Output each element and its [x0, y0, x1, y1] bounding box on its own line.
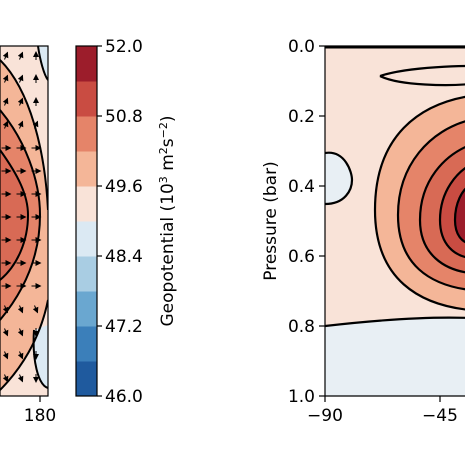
wind-arrow — [2, 351, 9, 360]
wind-arrow — [2, 328, 9, 337]
colorbar-tick-label: 48.4 — [105, 247, 143, 267]
right-contour-line-5 — [453, 187, 465, 244]
wind-arrow — [2, 120, 9, 129]
colorbar-band — [76, 256, 97, 292]
colorbar-band — [76, 81, 97, 117]
wind-arrow — [17, 120, 24, 129]
wind-arrow — [2, 97, 9, 106]
colorbar: 52.0 50.8 49.6 48.4 47.2 46.0 Geopotential (1… — [75, 37, 179, 407]
wind-arrow — [2, 51, 9, 60]
colorbar-frame — [75, 45, 98, 397]
wind-arrow — [17, 374, 24, 383]
colorbar-band — [76, 151, 97, 187]
wind-arrow — [2, 374, 9, 383]
wind-arrows — [1, 51, 42, 383]
right-xticks: −90 −45 — [307, 396, 458, 426]
colorbar-tick-label: 52.0 — [105, 37, 143, 57]
right-contour-line-left — [325, 151, 354, 206]
right-contour-line-bottom — [325, 316, 465, 328]
right-pressure-panel: 0.0 0.2 0.4 0.6 0.8 1.0 −90 −45 Pressure (bar) — [261, 37, 465, 426]
colorbar-label: Geopotential (103 m2s−2) — [157, 115, 179, 326]
wind-arrow — [17, 51, 24, 60]
wind-arrow — [17, 305, 24, 314]
right-ytick-label: 1.0 — [288, 387, 315, 407]
right-contour-line-3 — [418, 146, 465, 274]
right-contour-line-2 — [396, 120, 465, 291]
left-contour-line-5 — [37, 46, 48, 81]
wind-arrow — [17, 74, 24, 83]
colorbar-band — [76, 186, 97, 222]
wind-arrow — [32, 305, 39, 314]
left-contour-fill-3 — [0, 150, 28, 280]
wind-arrow — [17, 97, 24, 106]
colorbar-ticks: 52.0 50.8 49.6 48.4 47.2 46.0 — [97, 37, 143, 407]
left-contour-line-2 — [0, 299, 48, 391]
colorbar-band — [76, 361, 97, 397]
right-yticks: 0.0 0.2 0.4 0.6 0.8 1.0 — [288, 37, 325, 407]
colorbar-band — [76, 326, 97, 362]
right-ytick-label: 0.6 — [288, 247, 315, 267]
left-contour-line-6 — [32, 329, 48, 389]
left-contour-fill-blue-top — [38, 46, 48, 80]
right-contour-line-4 — [438, 166, 465, 259]
right-ytick-label: 0.4 — [288, 177, 315, 197]
wind-arrow — [2, 305, 9, 314]
right-ytick-label: 0.0 — [288, 37, 315, 57]
colorbar-tick-label: 49.6 — [105, 177, 143, 197]
colorbar-tick-label: 50.8 — [105, 107, 143, 127]
left-contour-fill-blue-bottom — [33, 325, 48, 388]
right-blue-region-bottom — [325, 317, 465, 396]
colorbar-band — [76, 46, 97, 82]
right-blue-region-left — [325, 152, 352, 204]
wind-arrow — [32, 120, 39, 129]
colorbar-band — [76, 116, 97, 152]
right-xtick-label: −45 — [422, 406, 458, 426]
left-map-panel: 180 — [0, 45, 56, 426]
colorbar-band — [76, 291, 97, 327]
left-panel-frame — [0, 45, 49, 397]
left-contour-line-4 — [0, 149, 30, 281]
wind-arrow — [17, 328, 24, 337]
wind-arrow — [17, 351, 24, 360]
right-contour-fill-5 — [455, 189, 465, 242]
right-contour-line-top — [379, 64, 465, 87]
colorbar-bands — [76, 46, 97, 397]
right-xtick-label: −90 — [307, 406, 343, 426]
left-xtick-label: 180 — [24, 406, 56, 426]
right-ytick-label: 0.2 — [288, 107, 315, 127]
wind-arrow — [2, 74, 9, 83]
right-contour-fill-top — [380, 66, 465, 86]
colorbar-tick-label: 46.0 — [105, 387, 143, 407]
colorbar-band — [76, 221, 97, 257]
right-ylabel: Pressure (bar) — [261, 161, 281, 280]
right-ytick-label: 0.8 — [288, 317, 315, 337]
right-contour-line-1 — [373, 95, 465, 311]
colorbar-tick-label: 47.2 — [105, 317, 143, 337]
